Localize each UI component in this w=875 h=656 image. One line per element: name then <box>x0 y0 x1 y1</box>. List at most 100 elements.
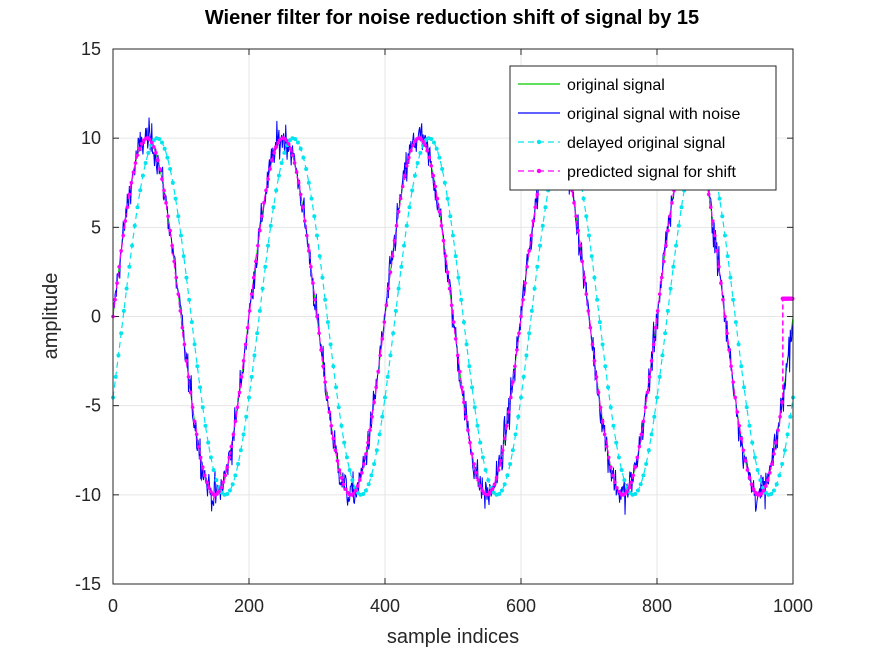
predicted-point <box>611 473 615 478</box>
predicted-point <box>427 155 432 160</box>
delayed-point <box>663 331 668 336</box>
delayed-point <box>157 136 162 141</box>
predicted-point <box>194 432 199 437</box>
predicted-point <box>249 292 254 296</box>
predicted-point <box>294 170 299 175</box>
predicted-point <box>498 458 503 463</box>
predicted-point <box>135 153 140 157</box>
predicted-point <box>121 233 125 238</box>
predicted-point <box>266 177 270 181</box>
predicted-point <box>774 440 778 445</box>
predicted-point <box>429 164 434 168</box>
predicted-point <box>186 375 191 379</box>
delayed-point <box>184 275 189 280</box>
delayed-point <box>472 405 477 410</box>
predicted-point <box>313 297 317 302</box>
predicted-point <box>721 297 725 302</box>
delayed-point <box>497 492 502 497</box>
delayed-point <box>260 286 265 291</box>
predicted-point <box>339 476 344 480</box>
delayed-point <box>584 214 589 219</box>
predicted-point <box>370 414 374 419</box>
delayed-point <box>225 492 230 497</box>
predicted-point <box>502 436 507 441</box>
predicted-point <box>517 331 521 336</box>
predicted-point <box>113 297 117 302</box>
delayed-point <box>374 448 379 453</box>
delayed-point <box>655 395 659 400</box>
predicted-point <box>325 395 330 400</box>
predicted-point <box>302 219 307 223</box>
delayed-point <box>393 308 398 313</box>
delayed-point <box>301 155 306 160</box>
delayed-point <box>418 150 423 155</box>
delayed-point <box>777 473 782 478</box>
predicted-point <box>635 455 640 460</box>
delayed-point <box>453 254 458 259</box>
predicted-point <box>608 465 613 469</box>
predicted-point <box>115 281 119 285</box>
predicted-point <box>713 233 717 238</box>
predicted-point <box>504 424 509 428</box>
delayed-point <box>646 448 651 453</box>
delayed-point <box>328 342 333 347</box>
predicted-point <box>247 309 252 313</box>
predicted-point <box>380 337 385 341</box>
predicted-point <box>521 297 525 302</box>
predicted-point <box>655 309 660 313</box>
legend-box <box>509 65 777 191</box>
predicted-point <box>627 485 631 490</box>
delayed-point <box>649 432 654 437</box>
predicted-point <box>749 482 754 487</box>
predicted-point <box>237 390 242 395</box>
predicted-point <box>641 419 646 424</box>
predicted-point <box>647 375 652 379</box>
predicted-point <box>739 436 744 441</box>
predicted-point <box>413 139 417 144</box>
predicted-point <box>368 428 372 432</box>
predicted-point <box>231 432 236 437</box>
predicted-point <box>353 488 358 493</box>
predicted-point <box>192 419 197 424</box>
delayed-point <box>195 364 200 369</box>
predicted-point <box>723 314 727 319</box>
predicted-point <box>643 405 648 410</box>
predicted-point <box>513 364 517 369</box>
predicted-point <box>659 275 664 280</box>
predicted-point <box>668 214 672 219</box>
predicted-point <box>580 259 584 264</box>
predicted-point <box>270 158 274 163</box>
delayed-point <box>600 342 605 347</box>
delayed-point <box>309 196 314 201</box>
predicted-point <box>735 410 740 414</box>
series-predicted-tail <box>782 297 793 398</box>
predicted-point <box>743 458 748 463</box>
predicted-point <box>364 452 368 456</box>
predicted-point <box>178 309 183 313</box>
delayed-point <box>483 467 488 472</box>
delayed-point <box>516 414 521 419</box>
delayed-point <box>236 461 241 466</box>
delayed-point <box>592 275 597 280</box>
predicted-point <box>615 485 619 490</box>
predicted-point <box>207 485 211 490</box>
delayed-point <box>170 180 175 185</box>
predicted-point <box>478 484 483 488</box>
delayed-point <box>597 320 602 325</box>
predicted-point <box>223 473 227 478</box>
delayed-point <box>113 374 118 379</box>
predicted-point <box>490 487 495 492</box>
delayed-point <box>535 264 540 269</box>
delayed-point <box>499 488 504 493</box>
delayed-point <box>603 364 608 369</box>
predicted-point <box>284 138 289 143</box>
delayed-point <box>312 214 317 219</box>
predicted-point <box>582 275 587 280</box>
delayed-point <box>274 188 279 193</box>
predicted-point <box>217 489 221 494</box>
predicted-point <box>360 470 364 475</box>
delayed-point <box>524 353 529 358</box>
delayed-point <box>527 331 532 336</box>
predicted-point <box>637 444 642 449</box>
delayed-point <box>320 275 325 280</box>
